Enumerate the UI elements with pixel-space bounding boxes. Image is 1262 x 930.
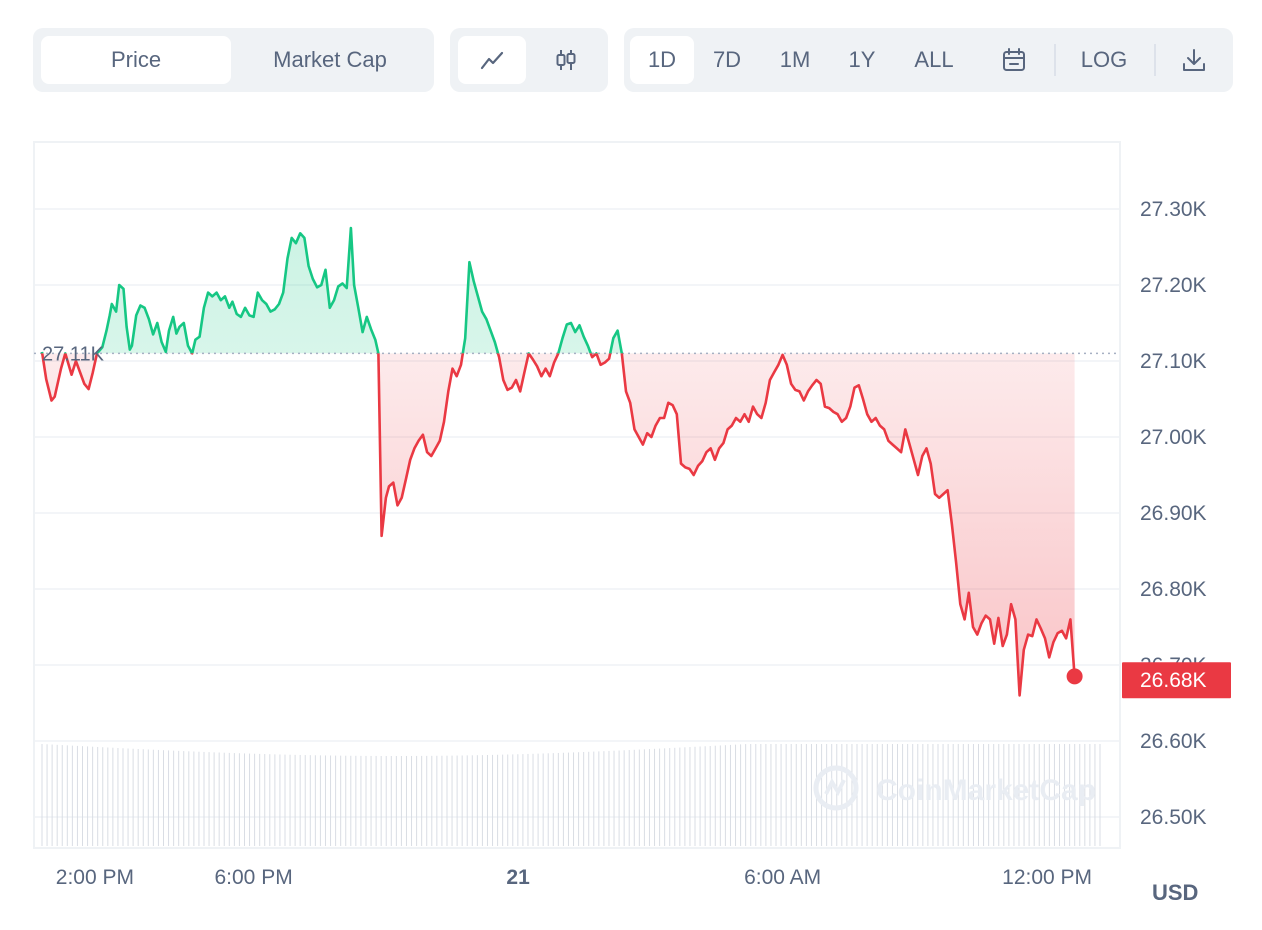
range-all-label: ALL [914, 47, 954, 72]
price-tab-label: Price [110, 47, 162, 72]
y-axis-label: 26.50K [1140, 806, 1207, 829]
x-axis-label: 21 [506, 866, 530, 889]
candlestick-button[interactable] [532, 36, 600, 84]
range-1m-label: 1M [779, 47, 811, 72]
range-1y-button[interactable]: 1Y [831, 36, 893, 84]
currency-label: USD [1152, 880, 1199, 905]
price-tab[interactable]: Price [41, 36, 231, 84]
current-price-badge-bg [1122, 662, 1231, 699]
y-axis-label: 26.60K [1140, 730, 1207, 753]
calendar-icon [1003, 48, 1025, 71]
market-cap-tab[interactable]: Market Cap [235, 36, 425, 84]
range-all-button[interactable]: ALL [900, 36, 968, 84]
download-button[interactable] [1164, 36, 1224, 84]
log-scale-label: LOG [1080, 47, 1128, 72]
price-line-down [40, 353, 1076, 697]
range-7d-button[interactable]: 7D [696, 36, 758, 84]
range-1y-label: 1Y [848, 47, 876, 72]
y-axis-label: 27.20K [1140, 274, 1207, 297]
price-line-up [40, 226, 624, 354]
current-price-label: 26.68K [1140, 669, 1207, 692]
current-price-dot [1066, 668, 1083, 685]
range-toolbar: 1D 7D 1M 1Y ALL LOG [624, 28, 1233, 92]
range-1m-button[interactable]: 1M [764, 36, 826, 84]
range-7d-label: 7D [712, 47, 742, 72]
reference-price-label: 27.11K [42, 343, 105, 365]
data-type-toggle: Price Market Cap [33, 28, 434, 92]
chart-type-toggle [450, 28, 608, 92]
line-chart-button[interactable] [458, 36, 526, 84]
toolbar-divider [1154, 44, 1156, 76]
line-chart-icon [480, 51, 504, 70]
range-1d-button[interactable]: 1D [630, 36, 694, 84]
x-axis-label: 12:00 PM [1002, 866, 1092, 889]
area-fill-above [42, 228, 622, 354]
log-scale-button[interactable]: LOG [1070, 36, 1138, 84]
y-axis-label: 27.00K [1140, 426, 1207, 449]
plot-frame [33, 141, 1121, 849]
x-axis-label: 6:00 PM [214, 866, 292, 889]
area-fill-below [42, 353, 1075, 696]
market-cap-tab-label: Market Cap [273, 47, 387, 72]
y-axis-label: 27.10K [1140, 350, 1207, 373]
x-axis-label: 6:00 AM [744, 866, 821, 889]
download-icon [1183, 49, 1205, 71]
range-1d-label: 1D [647, 47, 677, 72]
calendar-button[interactable] [984, 36, 1044, 84]
y-axis-label: 27.30K [1140, 198, 1207, 221]
toolbar-divider [1054, 44, 1056, 76]
watermark-text: CoinMarketCap [876, 774, 1096, 807]
x-axis-label: 2:00 PM [56, 866, 134, 889]
candlestick-icon [556, 50, 576, 70]
y-axis-label: 26.90K [1140, 502, 1207, 525]
volume-bars [41, 744, 1101, 846]
current-price-badge: 26.68K [1122, 662, 1231, 699]
watermark-logo-icon [813, 765, 859, 811]
y-axis-label: 26.80K [1140, 578, 1207, 601]
